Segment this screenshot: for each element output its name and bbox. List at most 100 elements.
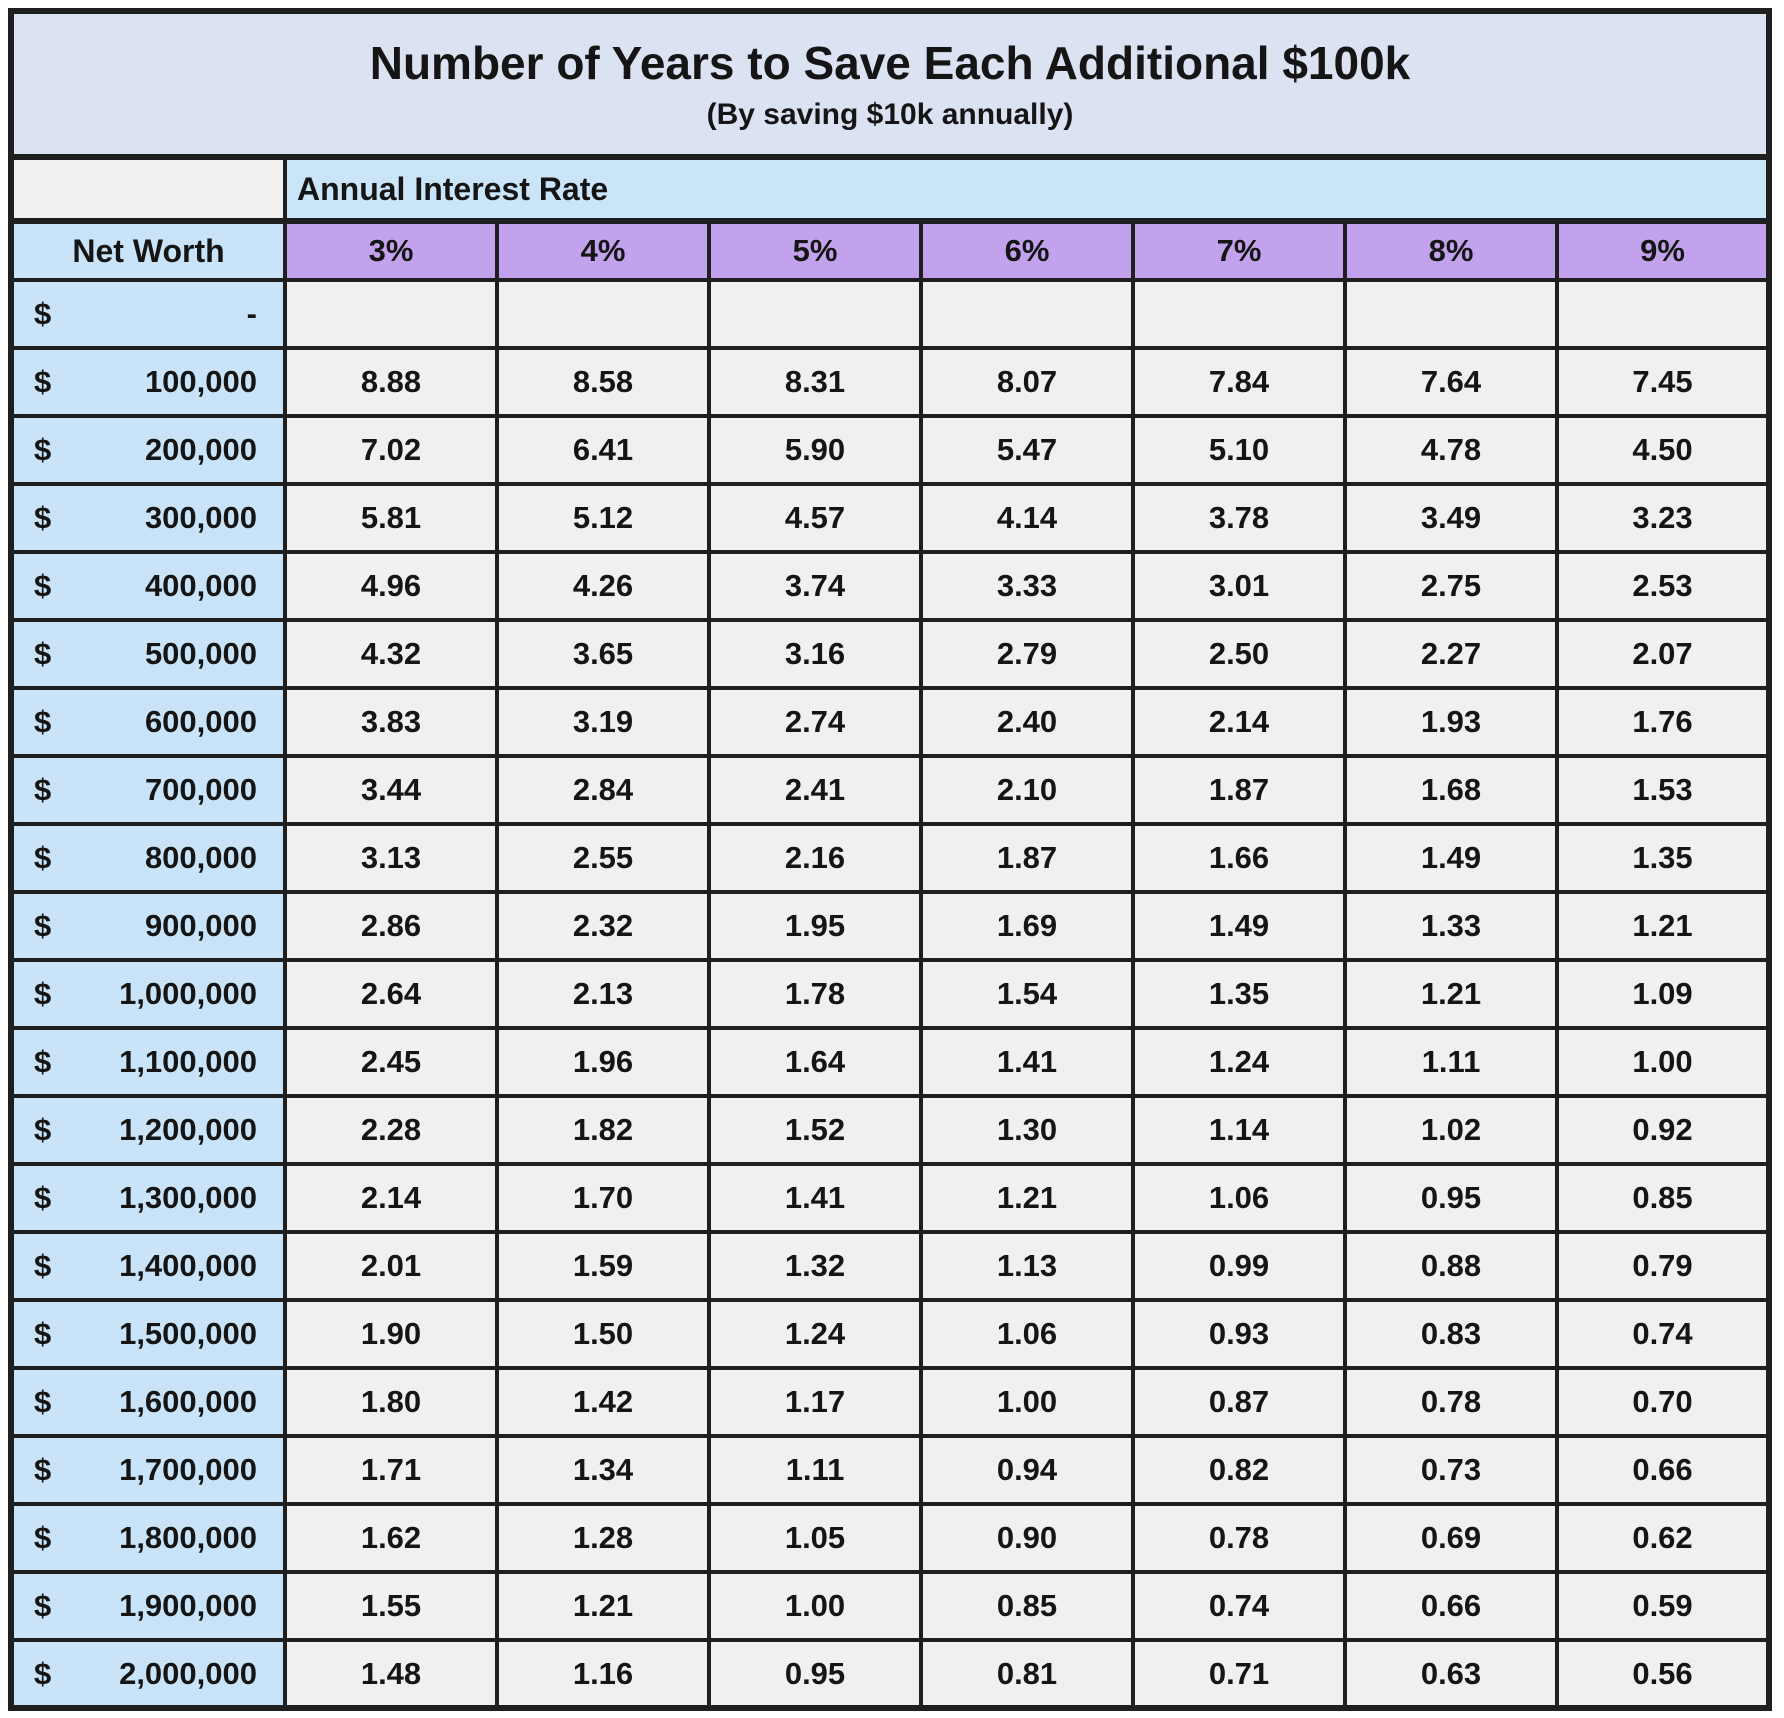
net-worth-cell: $800,000 [9,822,287,894]
table-title-cell: Number of Years to Save Each Additional … [9,9,1771,160]
value-cell: 1.21 [495,1570,711,1642]
net-worth-amount: 1,200,000 [119,1112,257,1147]
value-cell: 2.14 [1131,686,1347,758]
value-cell [1343,278,1559,350]
currency-symbol: $ [34,908,52,943]
value-cell: 3.01 [1131,550,1347,622]
value-cell: 1.24 [1131,1026,1347,1098]
value-cell: 2.13 [495,958,711,1030]
net-worth-cell: $300,000 [9,482,287,554]
net-worth-amount: 600,000 [144,704,257,739]
value-cell: 3.33 [919,550,1135,622]
value-cell: 2.86 [283,890,499,962]
value-cell: 1.35 [1555,822,1771,894]
net-worth-cell: $1,600,000 [9,1366,287,1438]
column-header-5pct: 5% [707,219,923,282]
value-cell: 0.70 [1555,1366,1771,1438]
corner-cell [9,155,287,224]
currency-symbol: $ [34,1588,52,1623]
net-worth-cell: $200,000 [9,414,287,486]
value-cell: 1.78 [707,958,923,1030]
value-cell: 4.78 [1343,414,1559,486]
savings-years-table: Number of Years to Save Each Additional … [8,8,1772,1711]
currency-symbol: $ [34,1248,52,1283]
value-cell: 0.66 [1343,1570,1559,1642]
table-row: $300,000 5.81 5.12 4.57 4.14 3.78 3.49 3.23 [9,482,1771,554]
value-cell: 5.10 [1131,414,1347,486]
value-cell: 1.11 [1343,1026,1559,1098]
currency-symbol: $ [34,1452,52,1487]
net-worth-amount: 1,800,000 [119,1520,257,1555]
value-cell: 4.96 [283,550,499,622]
net-worth-cell: $ - [9,278,287,350]
value-cell: 5.81 [283,482,499,554]
currency-symbol: $ [34,704,52,739]
value-cell: 0.56 [1555,1638,1771,1710]
table-row: $1,100,000 2.45 1.96 1.64 1.41 1.24 1.11 1.00 [9,1026,1771,1098]
value-cell: 1.49 [1131,890,1347,962]
currency-symbol: $ [34,296,52,331]
value-cell: 1.68 [1343,754,1559,826]
value-cell: 0.99 [1131,1230,1347,1302]
value-cell: 2.75 [1343,550,1559,622]
value-cell: 3.65 [495,618,711,690]
value-cell: 1.90 [283,1298,499,1370]
value-cell: 1.17 [707,1366,923,1438]
net-worth-cell: $900,000 [9,890,287,962]
value-cell: 7.64 [1343,346,1559,418]
net-worth-amount: - [246,296,257,331]
value-cell: 1.41 [707,1162,923,1234]
value-cell: 1.02 [1343,1094,1559,1166]
table-subtitle: (By saving $10k annually) [706,97,1074,131]
value-cell: 1.14 [1131,1094,1347,1166]
value-cell: 2.55 [495,822,711,894]
net-worth-amount: 800,000 [144,840,257,875]
value-cell: 1.95 [707,890,923,962]
net-worth-cell: $500,000 [9,618,287,690]
value-cell: 3.16 [707,618,923,690]
net-worth-header: Net Worth [9,219,287,282]
value-cell: 3.44 [283,754,499,826]
currency-symbol: $ [34,840,52,875]
value-cell: 8.88 [283,346,499,418]
net-worth-amount: 200,000 [144,432,257,467]
table-row: $100,000 8.88 8.58 8.31 8.07 7.84 7.64 7.45 [9,346,1771,418]
value-cell: 3.78 [1131,482,1347,554]
table-row: $1,600,000 1.80 1.42 1.17 1.00 0.87 0.78 0.70 [9,1366,1771,1438]
group-header-row: Annual Interest Rate [9,155,1771,224]
value-cell: 0.62 [1555,1502,1771,1574]
value-cell: 1.70 [495,1162,711,1234]
value-cell: 1.42 [495,1366,711,1438]
table-row: $ - [9,278,1771,350]
value-cell: 1.93 [1343,686,1559,758]
value-cell: 1.87 [919,822,1135,894]
net-worth-amount: 500,000 [144,636,257,671]
value-cell: 1.00 [707,1570,923,1642]
table-row: $400,000 4.96 4.26 3.74 3.33 3.01 2.75 2.53 [9,550,1771,622]
net-worth-amount: 1,500,000 [119,1316,257,1351]
net-worth-cell: $1,500,000 [9,1298,287,1370]
value-cell: 0.63 [1343,1638,1559,1710]
value-cell: 1.54 [919,958,1135,1030]
net-worth-cell: $2,000,000 [9,1638,287,1710]
value-cell: 1.87 [1131,754,1347,826]
net-worth-cell: $1,400,000 [9,1230,287,1302]
value-cell: 1.53 [1555,754,1771,826]
table-row: $600,000 3.83 3.19 2.74 2.40 2.14 1.93 1.76 [9,686,1771,758]
value-cell: 2.41 [707,754,923,826]
value-cell [1555,278,1771,350]
value-cell: 1.13 [919,1230,1135,1302]
value-cell: 2.64 [283,958,499,1030]
value-cell: 0.83 [1343,1298,1559,1370]
currency-symbol: $ [34,1316,52,1351]
value-cell: 2.27 [1343,618,1559,690]
value-cell: 1.00 [919,1366,1135,1438]
currency-symbol: $ [34,976,52,1011]
value-cell: 0.94 [919,1434,1135,1506]
value-cell: 1.28 [495,1502,711,1574]
value-cell: 1.24 [707,1298,923,1370]
value-cell: 2.53 [1555,550,1771,622]
currency-symbol: $ [34,1044,52,1079]
value-cell: 0.74 [1555,1298,1771,1370]
value-cell: 1.06 [919,1298,1135,1370]
